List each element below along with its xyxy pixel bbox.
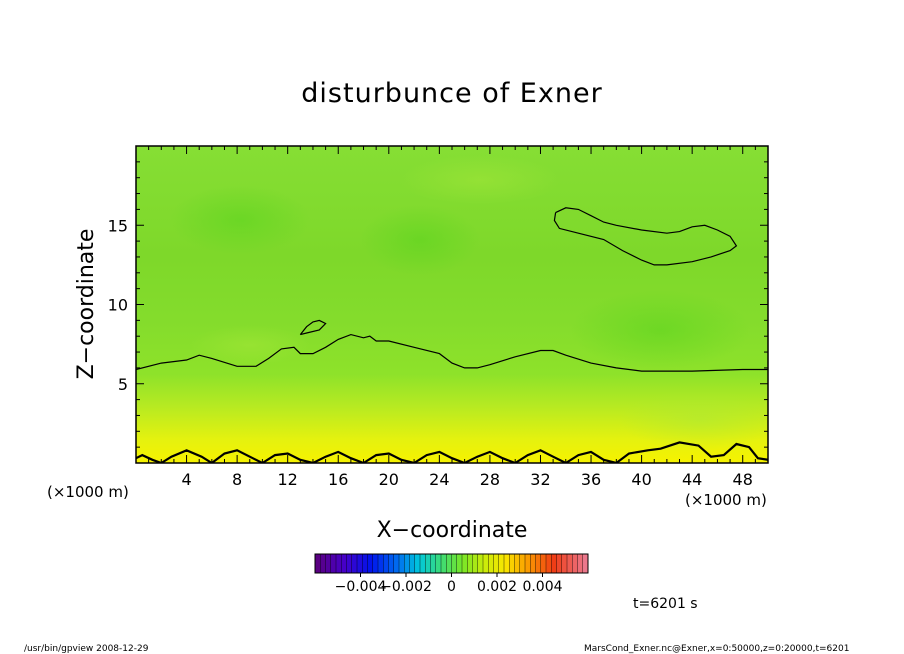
x-tick-label: 44 — [682, 470, 702, 489]
field-blob — [570, 290, 750, 370]
colorbar-cell — [372, 554, 379, 573]
field-blob — [360, 205, 480, 275]
footer-right: MarsCond_Exner.nc@Exner,x=0:50000,z=0:20… — [584, 644, 849, 654]
contour-lines — [136, 207, 768, 463]
colorbar-cell — [493, 554, 500, 573]
field-blob — [170, 185, 310, 255]
field-blob — [190, 325, 310, 365]
x-unit-left: (×1000 m) — [47, 483, 129, 501]
colorbar-cell — [325, 554, 332, 573]
colorbar-cell — [378, 554, 384, 573]
y-tick-label: 5 — [118, 375, 128, 394]
x-tick-label: 32 — [530, 470, 550, 489]
colorbar-tick-labels: −0.004−0.002 0 0.002 0.004 — [335, 573, 563, 595]
colorbar-cell — [399, 554, 405, 573]
x-unit-right: (×1000 m) — [685, 491, 767, 509]
colorbar-cell — [519, 554, 526, 573]
heatmap-field — [136, 146, 768, 463]
colorbar-cell — [514, 554, 521, 573]
colorbar-cell — [572, 554, 578, 573]
colorbar-cell — [504, 554, 510, 573]
colorbar-cell — [488, 554, 494, 573]
colorbar-cell — [425, 554, 431, 573]
colorbar-cell — [420, 554, 426, 573]
colorbar-cell — [535, 554, 542, 573]
contour-bottom-wave — [136, 441, 768, 463]
y-tick-label: 15 — [108, 216, 128, 235]
colorbar-cell — [404, 554, 410, 573]
field-blob — [620, 390, 768, 450]
x-tick-label: 48 — [733, 470, 753, 489]
colorbar-cell — [393, 554, 400, 573]
x-tick-label: 36 — [581, 470, 601, 489]
x-tick-label: 12 — [278, 470, 298, 489]
colorbar-tick-label: 0.002 — [477, 579, 517, 595]
contour-upper-loop — [553, 207, 738, 266]
footer-left: /usr/bin/gpview 2008-12-29 — [24, 644, 149, 654]
chart-title: disturbunce of Exner — [301, 78, 602, 109]
y-axis-label: Z−coordinate — [74, 229, 99, 380]
colorbar-cell — [357, 554, 363, 573]
colorbar-tick-label: −0.002 — [380, 579, 432, 595]
colorbar-cell — [456, 554, 463, 573]
x-tick-label: 4 — [181, 470, 191, 489]
colorbar-cell — [451, 554, 458, 573]
y-axis: 5 10 15 — [108, 145, 768, 464]
colorbar-cell — [435, 554, 442, 573]
colorbar-tick-label: −0.004 — [335, 579, 387, 595]
colorbar-cell — [430, 554, 437, 573]
colorbar-cell — [551, 554, 557, 573]
colorbar-cell — [315, 554, 321, 573]
colorbar-cell — [409, 554, 416, 573]
field-blob — [400, 155, 560, 205]
x-tick-label: 28 — [480, 470, 500, 489]
colorbar: −0.004−0.002 0 0.002 0.004 — [314, 553, 589, 595]
colorbar-cell — [446, 554, 452, 573]
x-tick-label: 20 — [379, 470, 399, 489]
x-axis: 4 8 12 16 20 24 28 32 36 40 44 48 — [135, 146, 769, 489]
colorbar-cell — [367, 554, 374, 573]
colorbar-cell — [509, 554, 515, 573]
colorbar-cell — [414, 554, 421, 573]
colorbar-cell — [362, 554, 368, 573]
colorbar-cell — [330, 554, 337, 573]
colorbar-cell — [567, 554, 573, 573]
colorbar-cell — [546, 554, 552, 573]
colorbar-cell — [498, 554, 505, 573]
x-axis-label: X−coordinate — [377, 518, 528, 543]
colorbar-tick-label: 0 — [447, 579, 456, 595]
colorbar-cell — [472, 554, 479, 573]
colorbar-cell — [341, 554, 347, 573]
colorbar-cell — [462, 554, 468, 573]
colorbar-cell — [540, 554, 547, 573]
time-annotation: t=6201 s — [633, 596, 698, 612]
colorbar-cell — [467, 554, 473, 573]
colorbar-cell — [441, 554, 447, 573]
x-tick-label: 8 — [232, 470, 242, 489]
contour-small-loop — [299, 319, 327, 336]
colorbar-cell — [383, 554, 389, 573]
colorbar-cell — [530, 554, 536, 573]
x-tick-label: 40 — [631, 470, 651, 489]
x-tick-label: 24 — [429, 470, 449, 489]
colorbar-cell — [577, 554, 584, 573]
colorbar-cell — [388, 554, 395, 573]
colorbar-cell — [477, 554, 484, 573]
contour-main — [136, 333, 768, 372]
y-tick-label: 10 — [108, 296, 128, 315]
colorbar-cell — [525, 554, 531, 573]
colorbar-cell — [351, 554, 358, 573]
colorbar-cell — [556, 554, 563, 573]
colorbar-cell — [320, 554, 326, 573]
colorbar-cell — [561, 554, 568, 573]
x-tick-label: 16 — [328, 470, 348, 489]
colorbar-cell — [483, 554, 489, 573]
colorbar-tick-label: 0.004 — [522, 579, 562, 595]
colorbar-cells — [314, 554, 589, 573]
colorbar-cell — [582, 554, 589, 573]
colorbar-cell — [336, 554, 342, 573]
colorbar-cell — [346, 554, 353, 573]
